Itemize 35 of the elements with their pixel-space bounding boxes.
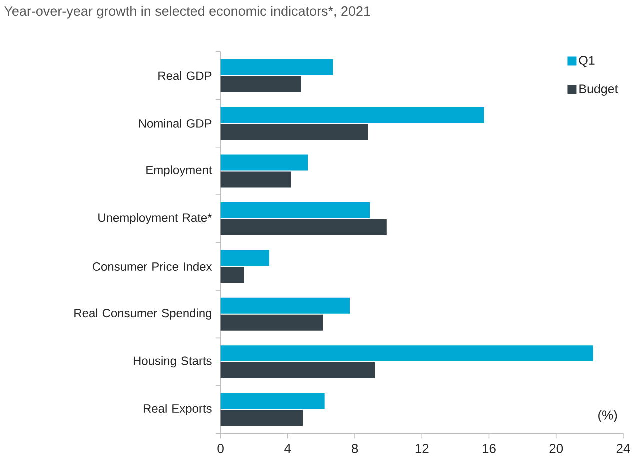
bar bbox=[220, 250, 270, 266]
y-tick-label: Unemployment Rate* bbox=[98, 214, 212, 225]
chart-title: Year-over-year growth in selected economic indicators*, 2021 bbox=[4, 6, 370, 19]
y-tick-label: Real Consumer Spending bbox=[74, 308, 212, 320]
bar bbox=[220, 76, 302, 92]
legend-label: Budget bbox=[580, 84, 618, 96]
y-tick-label: Real GDP bbox=[158, 72, 212, 80]
x-tick-label: 4 bbox=[284, 444, 292, 454]
bar bbox=[220, 267, 244, 284]
bar bbox=[220, 346, 594, 362]
x-tick-label: 24 bbox=[616, 444, 630, 454]
bar bbox=[220, 60, 334, 76]
y-tick-label: Nominal GDP bbox=[139, 119, 212, 128]
bar bbox=[220, 410, 304, 426]
x-tick-label: 0 bbox=[218, 444, 224, 454]
bar bbox=[220, 202, 370, 219]
bar bbox=[220, 315, 324, 332]
annotation: (%) bbox=[598, 410, 618, 423]
bar bbox=[220, 172, 292, 188]
bar bbox=[220, 362, 376, 379]
x-tick-label: 16 bbox=[483, 444, 496, 454]
y-tick-label: Employment bbox=[146, 166, 212, 178]
y-tick-label: Housing Starts bbox=[134, 356, 212, 368]
x-tick-label: 8 bbox=[352, 444, 358, 454]
bar bbox=[220, 154, 308, 171]
x-tick-label: 20 bbox=[550, 444, 564, 454]
y-tick-label: Real Exports bbox=[144, 404, 212, 416]
bar bbox=[220, 124, 368, 140]
y-tick-label: Consumer Price Index bbox=[92, 262, 212, 272]
bar bbox=[220, 220, 387, 236]
bar bbox=[220, 107, 484, 124]
bar bbox=[220, 298, 350, 314]
x-tick-label: 12 bbox=[416, 444, 429, 454]
bar bbox=[220, 393, 325, 410]
legend-label: Q1 bbox=[579, 56, 595, 68]
